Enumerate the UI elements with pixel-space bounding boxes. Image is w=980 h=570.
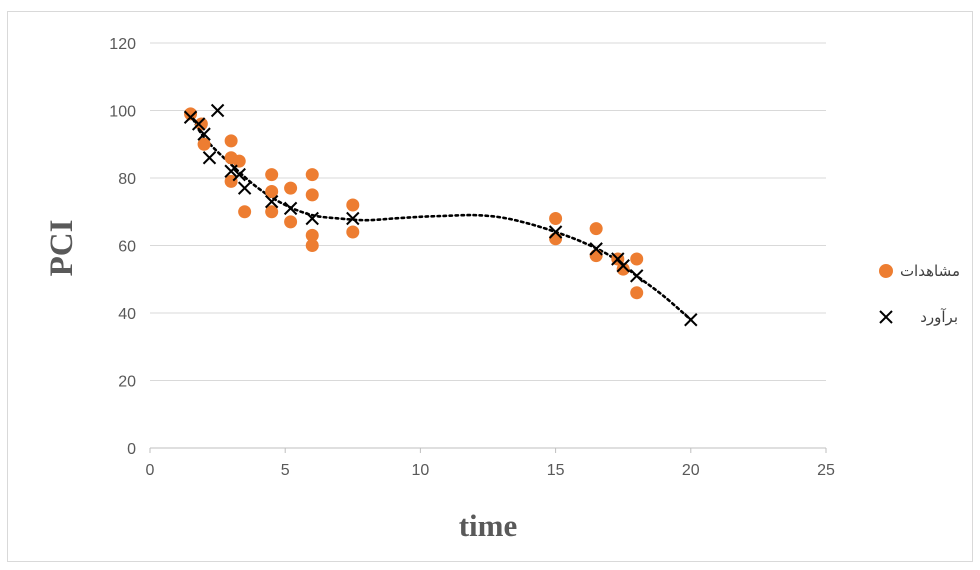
observation-point: [346, 225, 360, 239]
y-tick-label: 0: [127, 441, 136, 458]
estimate-point: [283, 201, 298, 216]
x-tick-label: 10: [412, 462, 430, 479]
y-tick-label: 20: [118, 374, 136, 391]
estimate-point: [197, 127, 211, 141]
legend: مشاهدات برآورد: [879, 262, 960, 326]
observation-point: [265, 205, 279, 219]
estimate-point: [630, 269, 644, 283]
estimate-point: [237, 181, 252, 195]
estimate-point: [210, 103, 225, 118]
y-axis-title: PCI: [44, 220, 80, 277]
chart-frame: [7, 11, 973, 562]
observation-point: [589, 222, 603, 236]
x-tick-label: 25: [817, 462, 835, 479]
observation-point: [194, 117, 208, 131]
x-tick-label: 0: [146, 462, 155, 479]
observation-point: [265, 168, 279, 182]
observation-point: [305, 188, 319, 202]
x-tick-label: 20: [682, 462, 700, 479]
legend-label-observations: مشاهدات: [900, 262, 960, 280]
legend-label-estimate: برآورد: [920, 308, 958, 326]
estimate-point: [224, 164, 238, 178]
observation-point: [630, 286, 644, 300]
y-tick-label: 80: [118, 171, 136, 188]
x-tick-label: 5: [281, 462, 290, 479]
trendline-path: [189, 112, 693, 322]
estimate-point: [616, 259, 630, 273]
estimate-point: [191, 117, 206, 131]
estimate-point: [305, 211, 319, 226]
observation-point: [184, 107, 198, 121]
observation-point: [630, 252, 644, 266]
observation-point: [305, 228, 319, 242]
y-tick-label: 120: [109, 36, 136, 53]
observation-point: [346, 198, 360, 212]
x-axis-title: time: [459, 508, 518, 543]
observation-point: [305, 168, 319, 182]
trendline: [189, 112, 693, 322]
estimate-point: [548, 225, 563, 239]
estimate-point: [232, 167, 246, 182]
observation-point: [232, 154, 246, 168]
observation-point: [197, 137, 211, 151]
x-tick-labels: 0 5 10 15 20 25: [146, 462, 835, 479]
y-tick-label: 40: [118, 306, 136, 323]
observation-point: [549, 232, 563, 246]
data-marks: [183, 103, 698, 327]
y-tick-label: 100: [109, 104, 136, 121]
observation-point: [549, 212, 563, 225]
x-tick-label: 15: [547, 462, 565, 479]
observation-point: [305, 239, 319, 252]
gridlines: [149, 42, 827, 453]
estimate-point: [202, 151, 217, 165]
estimate-point: [684, 313, 698, 327]
estimate-point: [589, 242, 603, 256]
observation-point: [284, 215, 298, 229]
legend-marker-estimate: [879, 310, 893, 324]
observation-point: [589, 249, 603, 263]
y-tick-labels: 0 20 40 60 80 100 120: [109, 36, 136, 458]
estimate-point: [264, 194, 279, 209]
observation-point: [238, 205, 252, 219]
legend-marker-observations: [879, 264, 893, 278]
observation-point: [265, 185, 279, 198]
estimate-point: [346, 211, 360, 226]
observation-point: [284, 181, 298, 195]
y-tick-label: 60: [118, 239, 136, 256]
observation-point: [616, 262, 630, 276]
observation-point: [224, 134, 238, 148]
